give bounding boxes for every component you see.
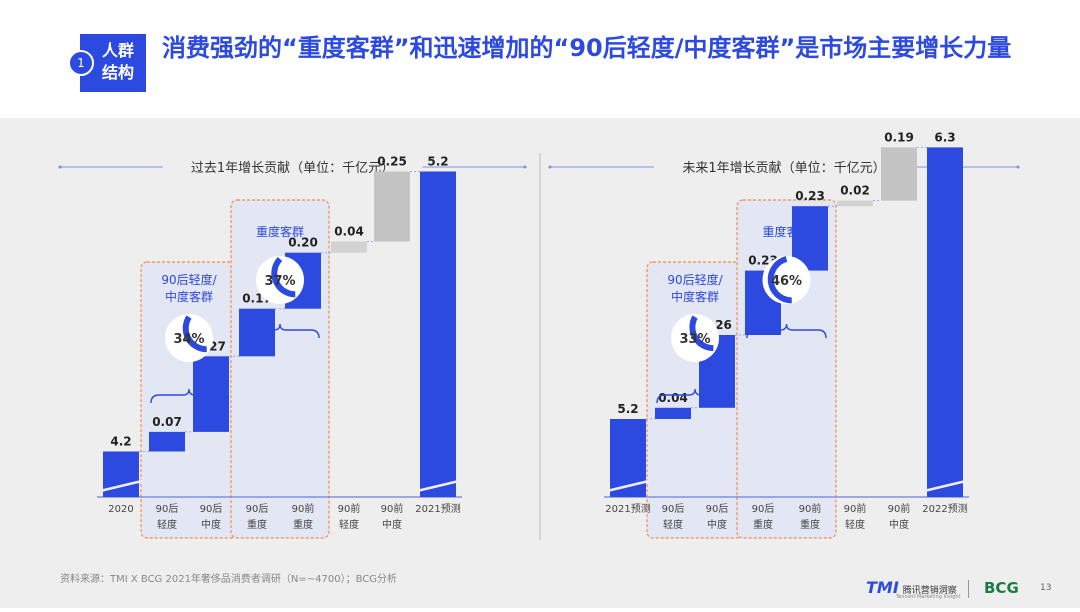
chart1-tick-label-3-1: 90后 (200, 503, 223, 515)
chart2-donut-arc-2 (767, 256, 792, 304)
chart1-bar-7 (374, 171, 410, 242)
chart2-value-label-8: 6.3 (934, 130, 955, 144)
chart2-group-brace-1 (656, 388, 734, 404)
chart2-axis-break-1 (606, 479, 650, 493)
chart1-donut-label-2: 37% (264, 274, 295, 289)
header: 1 人群 结构 消费强劲的“重度客群”和迅速增加的“90后轻度/中度客群”是市场… (0, 0, 1080, 118)
chart2-group-label-1-1: 90后轻度/ (667, 272, 723, 287)
chart1-group-brace-1 (150, 388, 228, 404)
page-title: 消费强劲的“重度客群”和迅速增加的“90后轻度/中度客群”是市场主要增长力量 (162, 34, 1012, 62)
chart1-tick-label-7-2: 中度 (382, 518, 402, 531)
chart1-tick-label-6-2: 轻度 (339, 518, 359, 531)
chart2-title-dot-right (1016, 165, 1020, 169)
chart1-value-label-7: 0.25 (377, 155, 407, 169)
chart1-tick-label-4-1: 90后 (246, 503, 269, 515)
chart1-bar-4 (239, 308, 275, 357)
chart1-bar-8 (420, 171, 456, 497)
chart2-tick-label-3-1: 90后 (706, 503, 729, 515)
chart1-group-brace-2 (240, 323, 320, 339)
chart1-tick-label-6-1: 90前 (338, 502, 361, 515)
chart1-title: 过去1年增长贡献（单位：千亿元） (191, 161, 394, 176)
chart1-tick-label-3-2: 中度 (201, 518, 221, 531)
source-note: 资料来源：TMI X BCG 2021年奢侈品消费者调研（N=~4700）；BC… (60, 574, 398, 585)
tmi-logo: TMI 腾讯营销洞察 Tencent Marketing Insight (866, 578, 961, 600)
chart1-tick-label-4-2: 重度 (247, 518, 267, 531)
charts-svg: 过去1年增长贡献（单位：千亿元）4.20.070.270.170.200.040… (58, 130, 1020, 540)
chart2-tick-label-5-1: 90前 (799, 502, 822, 515)
chart2-tick-label-1-1: 2021预测 (605, 502, 650, 515)
chart2-tick-label-2-1: 90后 (662, 503, 685, 515)
chart1-group-label-1-2: 中度客群 (165, 289, 213, 304)
chart2-title-dot-left (548, 165, 552, 169)
chart1-bar-2 (149, 431, 185, 452)
chart1-bar-3 (193, 356, 229, 432)
chart2-value-label-1: 5.2 (617, 402, 638, 416)
chart2-tick-label-7-1: 90前 (888, 502, 911, 515)
chart2-donut-label-1: 33% (679, 332, 710, 347)
chart2-tick-label-8-1: 2022预测 (922, 502, 967, 515)
chart1-group-box-2 (230, 199, 330, 539)
chart2-tick-label-3-2: 中度 (707, 518, 727, 531)
chart1-tick-label-5-2: 重度 (293, 518, 313, 531)
chart1-axis-break-8 (416, 479, 460, 493)
chart1-group-label-2: 重度客群 (256, 224, 304, 239)
tmi-logo-sub: Tencent Marketing Insight (896, 594, 961, 600)
chart2-value-label-6: 0.02 (840, 184, 870, 198)
chart1-bar-6 (331, 241, 367, 253)
chart1-donut-arc-1 (182, 315, 207, 353)
section-label-line2: 结构 (101, 63, 134, 82)
chart1-tick-label-2-2: 轻度 (157, 518, 177, 531)
chart2-group-label-2: 重度客群 (762, 224, 810, 239)
chart2-bar-2 (655, 407, 691, 419)
chart1-tick-label-7-1: 90前 (381, 502, 404, 515)
chart1-value-label-8: 5.2 (427, 155, 448, 169)
chart1-title-dot-right (523, 165, 527, 169)
chart-panel: 过去1年增长贡献（单位：千亿元）4.20.070.270.170.200.040… (0, 118, 1080, 608)
chart2-title: 未来1年增长贡献（单位：千亿元） (682, 161, 885, 176)
chart1-donut-arc-2 (271, 256, 296, 298)
chart2-tick-label-4-1: 90后 (752, 503, 775, 515)
chart2-tick-label-7-2: 中度 (889, 518, 909, 531)
chart2-value-label-7: 0.19 (884, 130, 914, 144)
chart2-tick-label-2-2: 轻度 (663, 518, 683, 531)
chart2-tick-label-6-1: 90前 (844, 502, 867, 515)
bcg-logo: BCG (984, 579, 1019, 597)
chart1-donut-label-1: 34% (173, 332, 204, 347)
section-label: 人群 结构 (94, 40, 142, 84)
chart2-value-label-5: 0.23 (795, 189, 825, 203)
logo-divider (968, 580, 969, 598)
chart1-tick-label-2-1: 90后 (156, 503, 179, 515)
chart1-title-dot-left (58, 165, 62, 169)
section-label-line1: 人群 (101, 41, 134, 60)
chart1-value-label-1: 4.2 (110, 435, 131, 449)
chart1-tick-label-5-1: 90前 (292, 502, 315, 515)
chart2-tick-label-4-2: 重度 (753, 518, 773, 531)
chart2-donut-arc-1 (689, 315, 714, 352)
chart2-tick-label-5-2: 重度 (800, 518, 820, 531)
tmi-logo-mark: TMI (866, 578, 899, 597)
chart1-value-label-6: 0.04 (334, 225, 364, 239)
chart2-tick-label-6-2: 轻度 (845, 518, 865, 531)
chart1-value-label-2: 0.07 (152, 415, 182, 429)
chart1-tick-label-8-1: 2021预测 (415, 502, 460, 515)
chart2-axis-break-8 (923, 479, 967, 493)
chart1-group-label-1-1: 90后轻度/ (161, 272, 217, 287)
chart1-axis-break-1 (99, 479, 143, 493)
chart2-group-brace-2 (746, 323, 827, 339)
chart1-tick-label-1-1: 2020 (108, 504, 133, 515)
section-number: 1 (68, 50, 94, 76)
chart2-bar-8 (927, 147, 963, 497)
chart1-value-label-5: 0.20 (288, 236, 318, 250)
tmi-logo-name: 腾讯营销洞察 (902, 586, 957, 596)
page-number: 13 (1040, 583, 1052, 593)
chart2-donut-label-2: 46% (771, 274, 802, 289)
chart2-group-label-1-2: 中度客群 (671, 289, 719, 304)
chart2-value-label-2: 0.04 (658, 391, 688, 405)
section-badge: 1 人群 结构 (68, 34, 146, 92)
chart2-bar-6 (837, 200, 873, 207)
chart2-bar-7 (881, 147, 917, 201)
